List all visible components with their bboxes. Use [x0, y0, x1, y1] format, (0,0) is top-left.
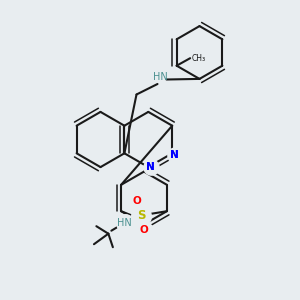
Point — [134, 199, 139, 204]
Point — [139, 213, 144, 218]
Text: N: N — [170, 150, 179, 160]
Text: O: O — [133, 196, 141, 206]
Text: HN: HN — [118, 218, 132, 228]
Point — [122, 221, 127, 226]
Text: CH₃: CH₃ — [192, 54, 206, 63]
Text: O: O — [140, 225, 149, 235]
Text: CH₃: CH₃ — [138, 213, 152, 222]
Text: N: N — [146, 162, 155, 172]
Text: N: N — [170, 150, 179, 160]
Point — [148, 165, 153, 170]
Point — [142, 228, 147, 232]
Point — [172, 152, 177, 157]
Text: N: N — [146, 162, 155, 172]
Text: S: S — [137, 209, 146, 222]
Text: HN: HN — [153, 73, 168, 82]
